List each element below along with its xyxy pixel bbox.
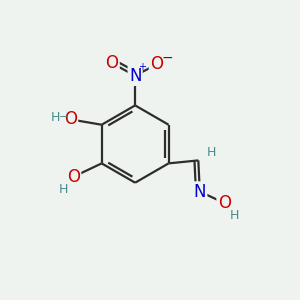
Text: O: O (64, 110, 77, 128)
Text: N: N (129, 67, 141, 85)
Text: −: − (162, 51, 174, 65)
Text: O: O (67, 168, 80, 186)
Text: H: H (50, 111, 60, 124)
Text: O: O (218, 194, 231, 212)
Text: +: + (138, 62, 146, 72)
Text: H: H (230, 209, 239, 222)
Text: O: O (106, 54, 118, 72)
Text: O: O (150, 56, 163, 74)
Text: N: N (194, 183, 206, 201)
Text: H: H (58, 183, 68, 196)
Text: H: H (207, 146, 216, 159)
Text: −: − (58, 112, 68, 122)
